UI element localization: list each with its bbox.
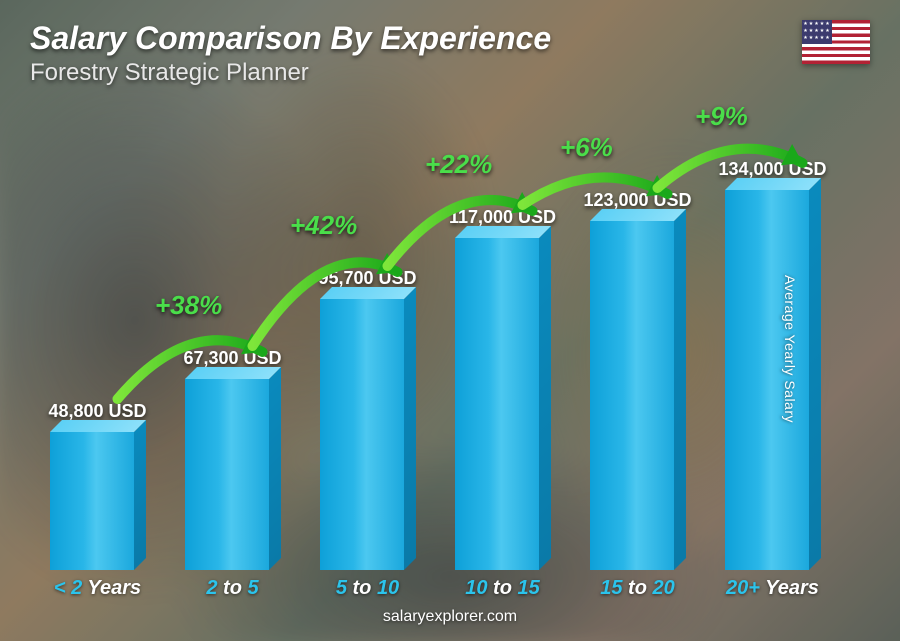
y-axis-label: Average Yearly Salary bbox=[782, 275, 798, 423]
chart-area: 48,800 USD67,300 USD95,700 USD117,000 US… bbox=[30, 97, 870, 600]
growth-arrow bbox=[30, 97, 870, 600]
page-title: Salary Comparison By Experience bbox=[30, 20, 802, 57]
growth-percent-label: +9% bbox=[695, 101, 748, 132]
country-flag-us bbox=[802, 20, 870, 64]
page-subtitle: Forestry Strategic Planner bbox=[30, 59, 802, 87]
main-container: Salary Comparison By Experience Forestry… bbox=[0, 0, 900, 641]
footer-attribution: salaryexplorer.com bbox=[30, 600, 870, 626]
flag-canton bbox=[802, 20, 832, 44]
header: Salary Comparison By Experience Forestry… bbox=[30, 20, 870, 87]
title-block: Salary Comparison By Experience Forestry… bbox=[30, 20, 802, 87]
